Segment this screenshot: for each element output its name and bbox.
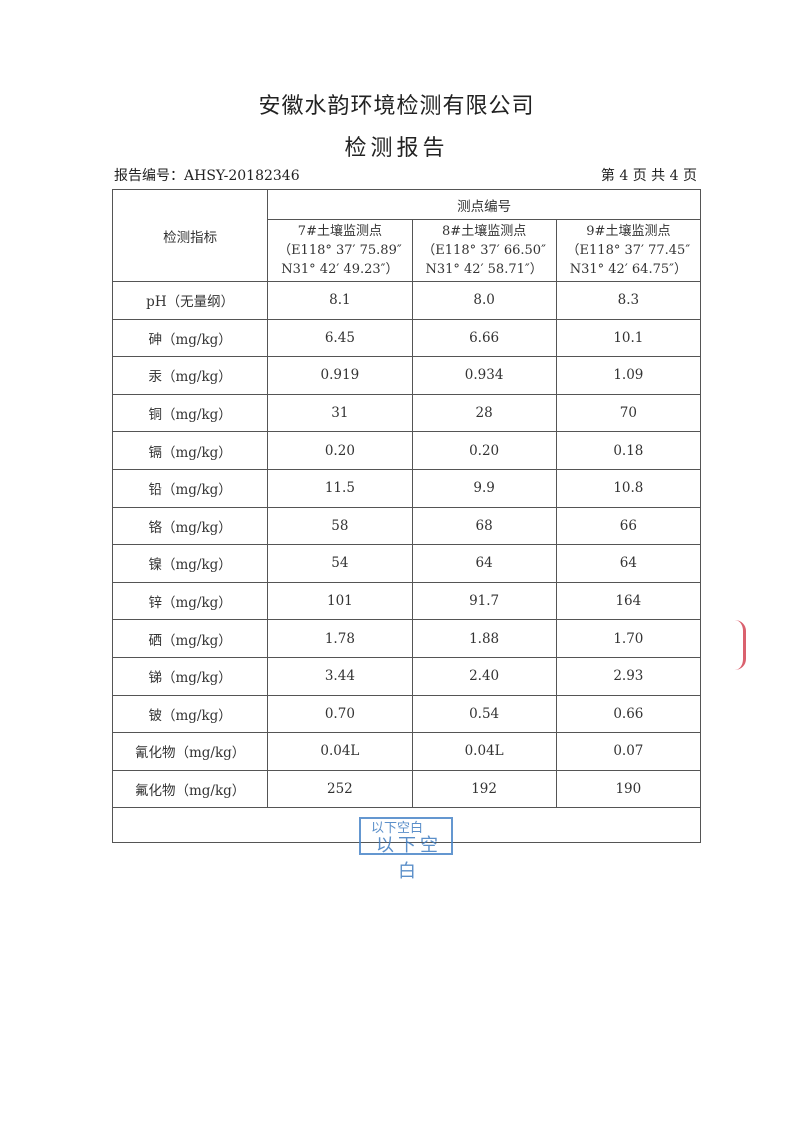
row-label: 铬（mg/kg） bbox=[111, 506, 269, 546]
row-value: 10.8 bbox=[555, 468, 702, 508]
row-value: 190 bbox=[555, 769, 702, 809]
table-row: 锌（mg/kg） 101 91.7 164 bbox=[111, 581, 702, 621]
table-row: pH（无量纲） 8.1 8.0 8.3 bbox=[111, 281, 702, 320]
point-coord2: N31° 42′ 58.71″） bbox=[425, 262, 543, 277]
row-value: 0.20 bbox=[411, 431, 557, 470]
row-value: 0.20 bbox=[267, 431, 413, 470]
row-label: 氟化物（mg/kg） bbox=[111, 769, 269, 809]
row-value: 8.3 bbox=[555, 281, 702, 320]
point-name: 8#土壤监测点 bbox=[442, 224, 527, 239]
point-coord2: N31° 42′ 64.75″） bbox=[569, 262, 687, 277]
row-value: 54 bbox=[267, 544, 413, 583]
point-coord2: N31° 42′ 49.23″） bbox=[281, 262, 399, 277]
row-label: 汞（mg/kg） bbox=[111, 356, 269, 395]
row-value: 0.04L bbox=[267, 732, 413, 771]
row-value: 0.934 bbox=[411, 356, 557, 395]
blank-row: 以下空白 以下空白 bbox=[112, 807, 701, 882]
row-value: 68 bbox=[411, 506, 557, 546]
table-row: 砷（mg/kg） 6.45 6.66 10.1 bbox=[111, 318, 702, 358]
row-value: 8.0 bbox=[411, 281, 557, 320]
row-value: 252 bbox=[267, 769, 413, 809]
point-header: 7#土壤监测点 （E118° 37′ 75.89″ N31° 42′ 49.23″） bbox=[267, 219, 413, 282]
row-value: 0.70 bbox=[267, 694, 413, 734]
row-value: 9.9 bbox=[411, 468, 557, 508]
row-label: 镉（mg/kg） bbox=[111, 431, 269, 470]
row-value: 164 bbox=[555, 581, 702, 621]
index-header: 检测指标 bbox=[111, 189, 269, 282]
point-header: 9#土壤监测点 （E118° 37′ 77.45″ N31° 42′ 64.75″） bbox=[555, 219, 702, 282]
row-value: 0.66 bbox=[555, 694, 702, 734]
point-coord1: （E118° 37′ 77.45″ bbox=[566, 243, 691, 258]
row-value: 91.7 bbox=[411, 581, 557, 621]
row-value: 2.93 bbox=[555, 656, 702, 696]
row-label: 锌（mg/kg） bbox=[111, 581, 269, 621]
row-value: 64 bbox=[555, 544, 702, 583]
table-row: 汞（mg/kg） 0.919 0.934 1.09 bbox=[111, 356, 702, 395]
report-number: 报告编号：AHSY-20182346 bbox=[114, 168, 300, 184]
row-value: 1.78 bbox=[267, 619, 413, 658]
row-label: 氰化物（mg/kg） bbox=[111, 732, 269, 771]
row-value: 3.44 bbox=[267, 656, 413, 696]
row-label: 锑（mg/kg） bbox=[111, 656, 269, 696]
table-row: 镍（mg/kg） 54 64 64 bbox=[111, 544, 702, 583]
row-value: 2.40 bbox=[411, 656, 557, 696]
table-row: 铍（mg/kg） 0.70 0.54 0.66 bbox=[111, 694, 702, 734]
row-value: 58 bbox=[267, 506, 413, 546]
point-name: 9#土壤监测点 bbox=[586, 224, 671, 239]
group-header: 测点编号 bbox=[267, 189, 701, 220]
row-value: 0.54 bbox=[411, 694, 557, 734]
table-row: 铜（mg/kg） 31 28 70 bbox=[111, 393, 702, 433]
row-value: 66 bbox=[555, 506, 702, 546]
row-value: 1.88 bbox=[411, 619, 557, 658]
row-value: 0.18 bbox=[555, 431, 702, 470]
row-label: 砷（mg/kg） bbox=[111, 318, 269, 358]
row-value: 1.09 bbox=[555, 356, 702, 395]
table-row: 氰化物（mg/kg） 0.04L 0.04L 0.07 bbox=[111, 732, 702, 771]
blank-below-stamp: 以下空白 以下空白 bbox=[359, 817, 453, 882]
page-number: 第 4 页 共 4 页 bbox=[600, 168, 697, 184]
row-value: 0.07 bbox=[555, 732, 702, 771]
red-margin-mark bbox=[735, 620, 746, 670]
table-row: 氟化物（mg/kg） 252 192 190 bbox=[111, 769, 702, 809]
row-value: 10.1 bbox=[555, 318, 702, 358]
table-row: 铅（mg/kg） 11.5 9.9 10.8 bbox=[111, 468, 702, 508]
results-table: 检测指标 测点编号 7#土壤监测点 （E118° 37′ 75.89″ N31° 4… bbox=[111, 189, 702, 882]
row-value: 28 bbox=[411, 393, 557, 433]
row-value: 101 bbox=[267, 581, 413, 621]
row-value: 11.5 bbox=[267, 468, 413, 508]
point-coord1: （E118° 37′ 66.50″ bbox=[422, 243, 546, 258]
row-label: 铍（mg/kg） bbox=[111, 694, 269, 734]
row-value: 0.919 bbox=[267, 356, 413, 395]
row-label: 铜（mg/kg） bbox=[111, 393, 269, 433]
point-header: 8#土壤监测点 （E118° 37′ 66.50″ N31° 42′ 58.71″） bbox=[411, 219, 557, 282]
report-title: 检测报告 bbox=[344, 136, 449, 161]
row-label: 镍（mg/kg） bbox=[111, 544, 269, 583]
row-label: 硒（mg/kg） bbox=[111, 619, 269, 658]
row-value: 0.04L bbox=[411, 732, 557, 771]
table-row: 铬（mg/kg） 58 68 66 bbox=[111, 506, 702, 546]
table-row: 锑（mg/kg） 3.44 2.40 2.93 bbox=[111, 656, 702, 696]
point-coord1: （E118° 37′ 75.89″ bbox=[278, 243, 402, 258]
row-label: pH（无量纲） bbox=[111, 281, 269, 320]
row-value: 6.45 bbox=[267, 318, 413, 358]
row-value: 1.70 bbox=[555, 619, 702, 658]
table-row: 镉（mg/kg） 0.20 0.20 0.18 bbox=[111, 431, 702, 470]
table-row: 硒（mg/kg） 1.78 1.88 1.70 bbox=[111, 619, 702, 658]
row-value: 192 bbox=[411, 769, 557, 809]
row-value: 31 bbox=[267, 393, 413, 433]
row-value: 6.66 bbox=[411, 318, 557, 358]
point-name: 7#土壤监测点 bbox=[297, 224, 382, 239]
row-label: 铅（mg/kg） bbox=[111, 468, 269, 508]
row-value: 70 bbox=[555, 393, 702, 433]
row-value: 8.1 bbox=[267, 281, 413, 320]
row-value: 64 bbox=[411, 544, 557, 583]
company-name: 安徽水韵环境检测有限公司 bbox=[258, 94, 535, 119]
